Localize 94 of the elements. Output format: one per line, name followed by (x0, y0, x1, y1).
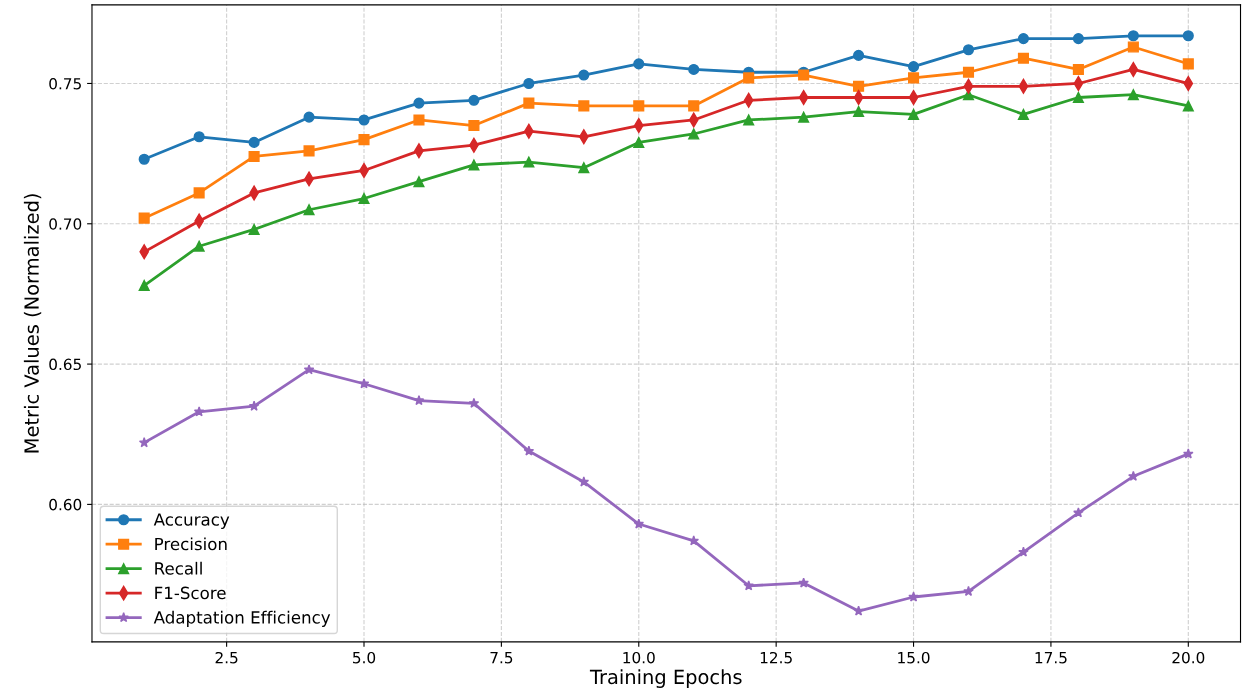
x-tick-label: 7.5 (490, 652, 513, 664)
point (358, 192, 370, 205)
point (962, 44, 975, 56)
point (1017, 33, 1030, 45)
point (908, 591, 919, 602)
point (578, 162, 590, 174)
legend-label: F1-Score (155, 586, 226, 600)
point (1072, 91, 1084, 104)
point (853, 80, 865, 92)
point (743, 72, 755, 84)
point (193, 187, 205, 199)
point (633, 58, 645, 70)
point (523, 156, 535, 168)
point (468, 397, 480, 409)
point (468, 159, 480, 171)
y-axis-title: Metric Values (Normalized) (23, 194, 42, 453)
x-tick-label: 17.5 (1035, 652, 1067, 664)
point (248, 136, 260, 148)
point (193, 240, 205, 252)
x-tick-label: 12.5 (760, 651, 792, 664)
point (1127, 89, 1139, 101)
point (138, 437, 150, 448)
point (1182, 448, 1194, 459)
point (303, 204, 315, 216)
point (358, 134, 370, 146)
point (193, 406, 205, 417)
x-tick-label: 15.0 (898, 651, 930, 664)
point (523, 97, 535, 109)
point (138, 153, 150, 165)
x-tick-label: 5.0 (353, 651, 376, 664)
point (907, 72, 920, 84)
point (798, 111, 810, 123)
point (193, 131, 205, 143)
point (633, 136, 645, 148)
point (1182, 100, 1194, 112)
point (413, 176, 425, 188)
point (413, 114, 425, 126)
y-tick-label: 0.65 (49, 358, 81, 371)
point (1018, 546, 1029, 557)
point (413, 97, 425, 109)
point (1072, 63, 1084, 75)
point (358, 114, 370, 126)
x-tick-label: 2.5 (215, 651, 238, 664)
point (1127, 41, 1139, 53)
point (138, 212, 150, 224)
point (468, 120, 480, 132)
point (578, 69, 590, 81)
point (1017, 52, 1030, 64)
point (138, 279, 150, 292)
point (1073, 507, 1084, 518)
point (523, 445, 535, 456)
point (248, 223, 260, 235)
point (853, 49, 865, 61)
legend-label: Accuracy (153, 513, 230, 530)
point (1128, 470, 1139, 481)
point (358, 378, 370, 389)
point (1072, 33, 1084, 45)
point (907, 108, 920, 120)
point (468, 94, 480, 106)
legend-label: Adaptation Efficiency (153, 610, 331, 627)
point (1127, 30, 1139, 42)
point (1182, 30, 1194, 42)
point (963, 585, 974, 597)
x-axis-title: Training Epochs (589, 669, 742, 688)
x-tick-label: 20.0 (1172, 651, 1205, 664)
point (248, 150, 260, 162)
point (688, 63, 700, 75)
point (853, 105, 865, 118)
point (1182, 58, 1194, 70)
point (907, 61, 920, 73)
point (303, 145, 315, 157)
point (578, 476, 590, 487)
point (413, 395, 425, 406)
point (743, 114, 755, 126)
legend-label: Precision (155, 537, 227, 551)
point (798, 577, 809, 588)
point (743, 580, 754, 591)
point (853, 605, 864, 616)
point (1017, 108, 1030, 120)
point (248, 400, 260, 411)
y-tick-label: 0.60 (49, 498, 82, 511)
point (633, 100, 645, 112)
point (962, 66, 975, 78)
legend-label: Recall (155, 561, 202, 575)
point (303, 111, 315, 123)
y-tick-label: 0.70 (49, 218, 82, 230)
point (633, 518, 645, 529)
y-tick-label: 0.75 (49, 77, 81, 90)
point (688, 128, 700, 140)
point (578, 100, 590, 112)
x-tick-label: 10.0 (623, 651, 655, 664)
point (303, 364, 315, 375)
point (523, 77, 535, 90)
point (688, 100, 700, 112)
